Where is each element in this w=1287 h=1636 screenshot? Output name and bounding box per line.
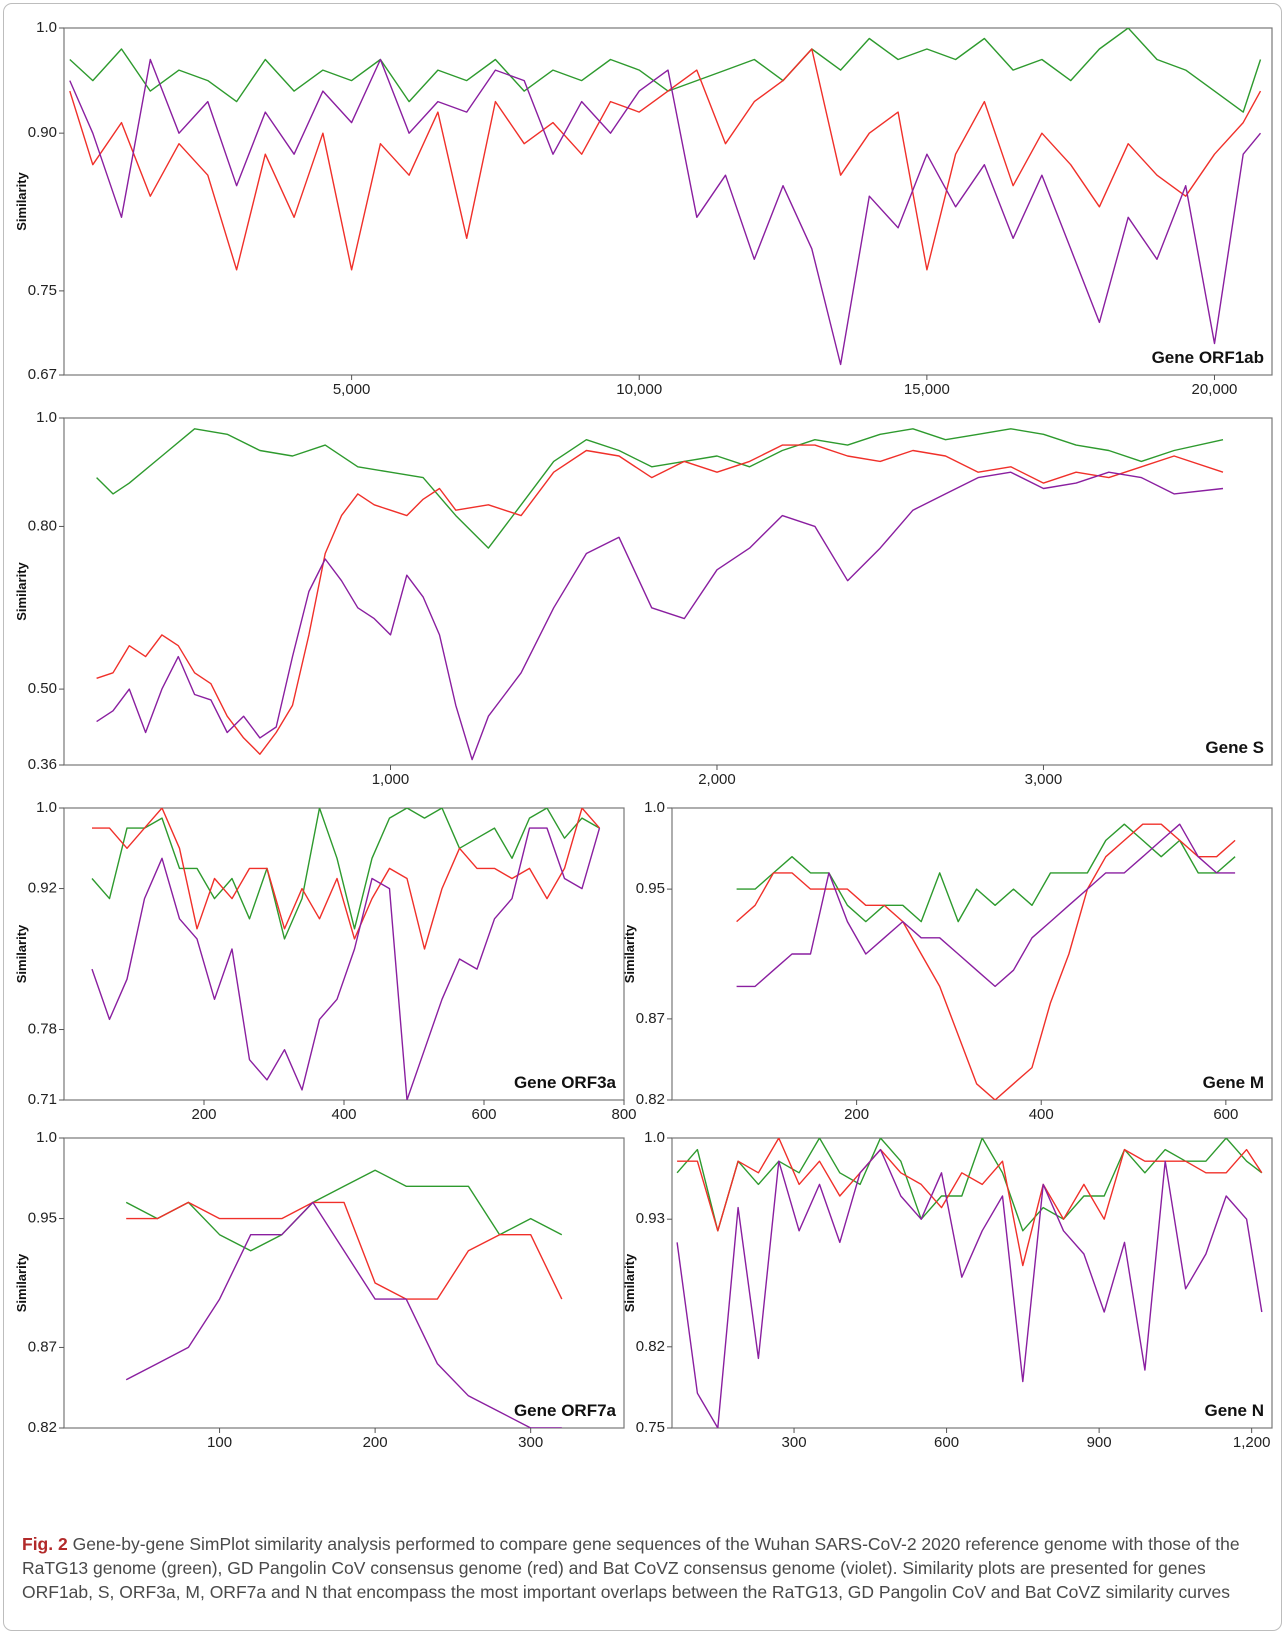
- x-tick-label: 1,200: [1233, 1434, 1271, 1451]
- plot-frame: [63, 1137, 625, 1429]
- series-line-gd-pangolin-cov: [92, 808, 601, 950]
- y-axis-label: Similarity: [14, 171, 29, 230]
- y-tick-label: 1.0: [644, 799, 665, 816]
- caption-label: Fig. 2: [22, 1534, 68, 1554]
- x-tick-label: 10,000: [616, 381, 662, 398]
- x-tick-label: 600: [934, 1434, 959, 1451]
- x-tick-label: 3,000: [1025, 771, 1063, 788]
- y-axis-label: Similarity: [14, 924, 29, 983]
- y-tick-label: 0.71: [28, 1091, 57, 1108]
- chart-panel-2: 1.0 0.80 0.50 0.36 1,000 2,000 3,000 Similarity…: [14, 409, 1273, 788]
- gene-label: Gene ORF7a: [514, 1401, 617, 1420]
- series-line-gd-pangolin-cov: [736, 823, 1236, 1100]
- y-axis-label: Similarity: [622, 924, 637, 983]
- series-line-ratg13: [125, 1169, 563, 1252]
- y-tick-label: 0.82: [28, 1419, 57, 1436]
- figure-frame: [3, 3, 1282, 1631]
- y-tick-label: 0.80: [28, 517, 57, 534]
- x-tick-label: 300: [782, 1434, 807, 1451]
- gene-label: Gene ORF1ab: [1152, 348, 1264, 367]
- series-line-gd-pangolin-cov: [96, 444, 1224, 755]
- series-group: [676, 1138, 1263, 1428]
- gene-label: Gene M: [1203, 1073, 1264, 1092]
- series-line-bat-covz: [96, 471, 1224, 761]
- chart-panel-4: 1.0 0.95 0.87 0.82 200 400 600 Similarity Gene M: [622, 799, 1273, 1123]
- caption-text: Gene-by-gene SimPlot similarity analysis…: [22, 1534, 1240, 1602]
- series-line-bat-covz: [676, 1148, 1263, 1428]
- y-tick-label: 0.95: [636, 880, 665, 897]
- y-tick-label: 0.67: [28, 366, 57, 383]
- y-tick-label: 1.0: [36, 19, 57, 36]
- y-tick-label: 0.36: [28, 756, 57, 773]
- series-line-gd-pangolin-cov: [677, 1138, 1263, 1267]
- x-tick-label: 200: [191, 1106, 216, 1123]
- series-line-gd-pangolin-cov: [69, 48, 1262, 271]
- y-tick-label: 1.0: [36, 1129, 57, 1146]
- x-tick-label: 400: [1029, 1106, 1054, 1123]
- y-tick-label: 0.87: [28, 1338, 57, 1355]
- series-group: [96, 428, 1224, 761]
- chart-panel-3: 1.0 0.92 0.78 0.71 200 400 600 800 Similarity Gen…: [14, 799, 637, 1123]
- series-line-ratg13: [676, 1138, 1263, 1232]
- chart-panel-1: 1.0 0.90 0.75 0.67 5,000 10,000 15,000 20,000 Si…: [14, 19, 1273, 398]
- y-tick-label: 1.0: [36, 799, 57, 816]
- series-line-ratg13: [96, 428, 1224, 549]
- gene-label: Gene ORF3a: [514, 1073, 617, 1092]
- gene-label: Gene S: [1205, 738, 1264, 757]
- plot-frame: [63, 27, 1273, 376]
- x-tick-label: 300: [518, 1434, 543, 1451]
- chart-panel-6: 1.0 0.93 0.82 0.75 300 600 900 1,200 Similarity G…: [622, 1129, 1273, 1451]
- x-tick-label: 200: [363, 1434, 388, 1451]
- y-tick-label: 0.82: [636, 1091, 665, 1108]
- series-line-bat-covz: [736, 823, 1236, 988]
- y-axis-label: Similarity: [622, 1253, 637, 1312]
- x-tick-label: 1,000: [372, 771, 410, 788]
- x-tick-label: 600: [471, 1106, 496, 1123]
- y-tick-label: 0.78: [28, 1020, 57, 1037]
- y-tick-label: 0.87: [636, 1010, 665, 1027]
- series-group: [69, 28, 1262, 366]
- y-tick-label: 0.95: [28, 1210, 57, 1227]
- x-tick-label: 900: [1087, 1434, 1112, 1451]
- y-tick-label: 1.0: [644, 1129, 665, 1146]
- x-tick-label: 20,000: [1192, 381, 1238, 398]
- series-group: [91, 808, 601, 1100]
- y-tick-label: 0.50: [28, 680, 57, 697]
- plot-frame: [63, 807, 625, 1101]
- y-tick-label: 0.82: [636, 1338, 665, 1355]
- x-tick-label: 100: [207, 1434, 232, 1451]
- x-tick-label: 5,000: [333, 381, 371, 398]
- series-group: [125, 1169, 563, 1428]
- series-line-bat-covz: [125, 1201, 562, 1428]
- plot-frame: [671, 1137, 1273, 1429]
- x-tick-label: 400: [331, 1106, 356, 1123]
- series-line-bat-covz: [69, 58, 1262, 366]
- y-tick-label: 1.0: [36, 409, 57, 426]
- chart-panel-5: 1.0 0.95 0.87 0.82 100 200 300 Similarity Gene O…: [14, 1129, 625, 1451]
- figure-charts: 1.0 0.90 0.75 0.67 5,000 10,000 15,000 20,000 Si…: [14, 19, 1273, 1451]
- plot-frame: [63, 417, 1273, 766]
- x-tick-label: 15,000: [904, 381, 950, 398]
- x-tick-label: 200: [844, 1106, 869, 1123]
- series-line-ratg13: [91, 808, 600, 940]
- x-tick-label: 800: [611, 1106, 636, 1123]
- gene-label: Gene N: [1204, 1401, 1264, 1420]
- x-tick-label: 2,000: [698, 771, 736, 788]
- y-tick-label: 0.90: [28, 124, 57, 141]
- y-tick-label: 0.92: [28, 880, 57, 897]
- x-tick-label: 600: [1213, 1106, 1238, 1123]
- y-tick-label: 0.93: [636, 1210, 665, 1227]
- series-group: [736, 823, 1236, 1100]
- series-line-bat-covz: [91, 827, 601, 1100]
- y-tick-label: 0.75: [636, 1419, 665, 1436]
- plot-frame: [671, 807, 1273, 1101]
- y-axis-label: Similarity: [14, 561, 29, 620]
- y-tick-label: 0.75: [28, 282, 57, 299]
- series-line-gd-pangolin-cov: [126, 1201, 563, 1300]
- y-axis-label: Similarity: [14, 1253, 29, 1312]
- figure-caption: Fig. 2 Gene-by-gene SimPlot similarity a…: [22, 1532, 1267, 1604]
